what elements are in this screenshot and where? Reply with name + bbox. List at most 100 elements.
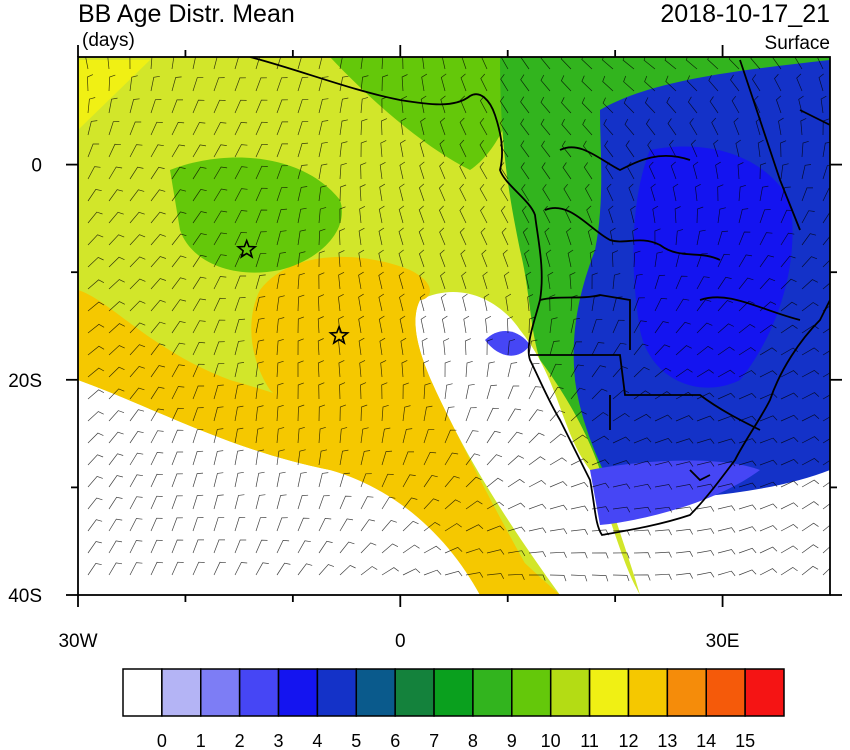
wind-barb (759, 232, 773, 246)
colorbar-swatch (122, 668, 163, 717)
wind-barb (465, 548, 484, 554)
field-region-blue-coastal-patch (485, 330, 530, 356)
wind-barb (87, 301, 105, 312)
wind-barb (276, 208, 288, 224)
wind-barb (587, 227, 594, 246)
wind-barb (527, 294, 534, 312)
wind-barb (440, 95, 446, 114)
wind-barb (738, 323, 756, 334)
wind-barb (549, 551, 567, 558)
wind-barb (171, 144, 186, 158)
wind-barb (560, 75, 572, 92)
wind-barb (822, 438, 830, 444)
wind-barb (213, 122, 227, 136)
wind-barb (87, 475, 103, 488)
wind-barb (420, 117, 426, 136)
field-region-white-benguela (415, 291, 640, 595)
wind-barb (444, 406, 455, 422)
wind-barb (674, 206, 681, 224)
wind-barb (129, 474, 143, 488)
wind-barb (297, 563, 313, 576)
wind-barb (213, 516, 225, 532)
colorbar-swatch (277, 668, 319, 717)
wind-barb (276, 562, 291, 576)
wind-barb (150, 430, 164, 444)
wind-barb (87, 345, 105, 356)
colorbar-label: 12 (618, 731, 638, 750)
wind-barb (297, 164, 308, 180)
wind-barb (717, 549, 736, 555)
wind-barb (822, 372, 830, 378)
wind-barb (570, 529, 589, 535)
wind-barb (570, 552, 588, 559)
wind-barb (338, 360, 345, 378)
wind-barb (150, 278, 167, 290)
wind-barb (150, 57, 153, 70)
wind-barb (780, 414, 799, 422)
wind-barb (440, 271, 446, 290)
wind-barb (485, 315, 492, 334)
wind-barb (402, 474, 416, 488)
wind-barb (549, 433, 567, 444)
wind-barb (399, 183, 405, 202)
wind-barb (276, 360, 284, 378)
wind-barb (339, 564, 356, 576)
wind-barb (192, 407, 204, 422)
wind-barb (780, 255, 796, 268)
wind-barb (129, 518, 143, 532)
wind-barb (234, 57, 239, 70)
wind-barb (297, 382, 304, 400)
wind-barb (423, 428, 435, 444)
wind-barb (465, 360, 473, 378)
colorbar-swatch (472, 668, 513, 717)
wind-barb (171, 57, 175, 70)
colorbar-swatch (705, 668, 746, 717)
wind-barb (378, 227, 385, 246)
wind-barb (717, 438, 736, 444)
wind-barb (423, 382, 431, 400)
wind-barb (486, 501, 505, 510)
colorbar-swatch (433, 668, 474, 717)
wind-barb (234, 166, 248, 180)
wind-barb (654, 228, 661, 246)
wind-barb (780, 566, 798, 576)
wind-barb (645, 118, 656, 136)
wind-barb (87, 497, 103, 510)
wind-barb (625, 140, 635, 158)
wind-barb (318, 228, 326, 246)
units-label: (days) (82, 30, 135, 51)
wind-barb (401, 360, 408, 378)
wind-barb (738, 460, 757, 466)
wind-barb (717, 300, 734, 312)
wind-barb (171, 122, 185, 136)
wind-barb (759, 324, 777, 334)
wind-barb (276, 273, 286, 290)
wind-barb (150, 189, 166, 202)
wind-barb (318, 120, 329, 136)
wind-barb (297, 294, 305, 312)
wind-barb (192, 385, 205, 400)
wind-barb (801, 479, 820, 488)
wind-barb (759, 209, 771, 224)
wind-barb (738, 415, 757, 422)
wind-barb (276, 121, 289, 136)
wind-barb (318, 57, 323, 70)
wind-barb (507, 431, 523, 444)
border-line-2 (544, 207, 721, 261)
wind-barb (654, 298, 668, 312)
wind-barb (686, 75, 698, 92)
wind-barb (440, 293, 447, 312)
wind-barb (339, 472, 350, 488)
wind-barb (570, 574, 588, 582)
wind-barb (801, 140, 809, 158)
wind-barb (423, 498, 440, 510)
wind-barb (696, 369, 714, 378)
wind-barb (108, 366, 125, 378)
wind-barb (150, 233, 166, 246)
wind-barb (297, 471, 307, 488)
wind-barb (801, 457, 820, 466)
wind-barb (801, 233, 817, 246)
wind-barb (398, 249, 404, 268)
wind-barb (567, 249, 574, 268)
wind-barb (192, 472, 204, 488)
